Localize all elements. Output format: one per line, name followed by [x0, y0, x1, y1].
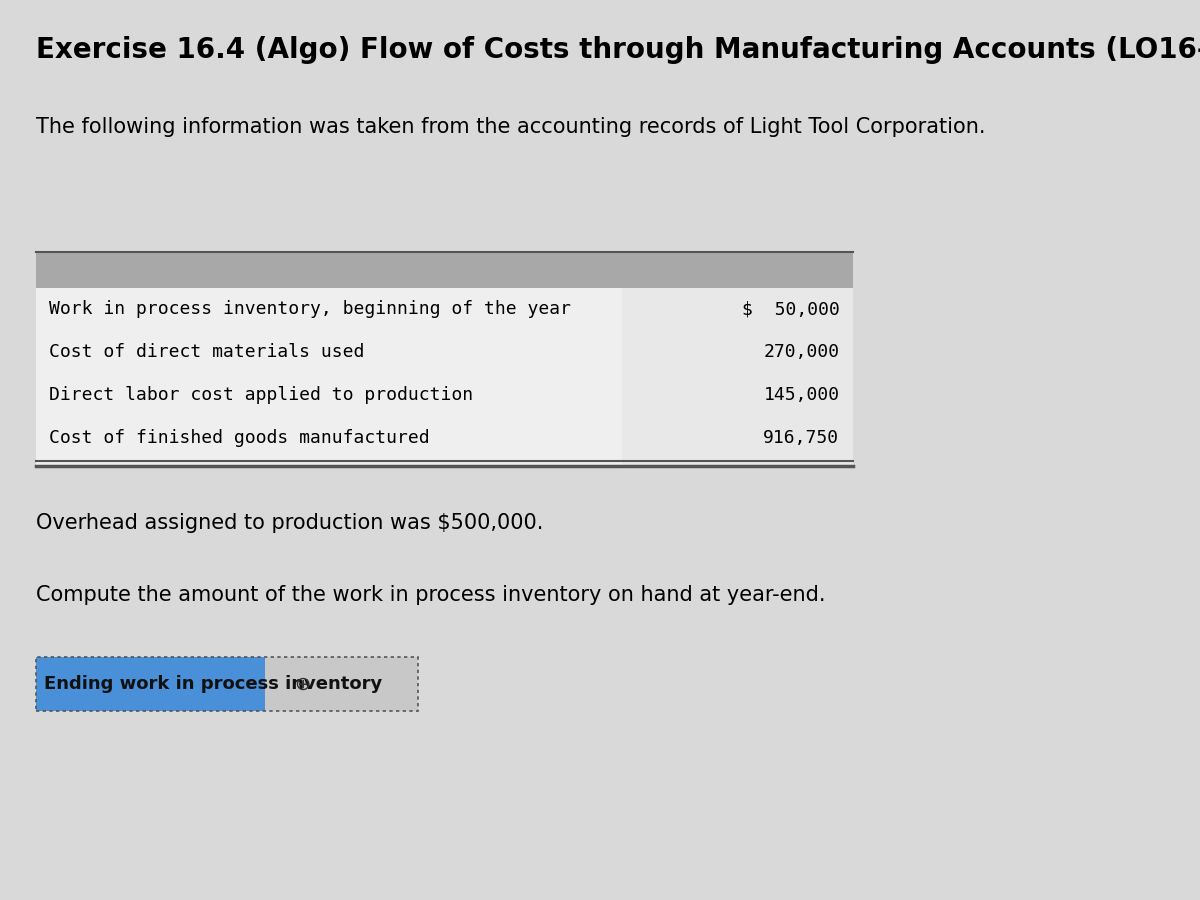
Text: $  50,000: $ 50,000 — [742, 301, 840, 319]
Bar — [36, 657, 418, 711]
Text: Compute the amount of the work in process inventory on hand at year-end.: Compute the amount of the work in proces… — [36, 585, 826, 605]
Bar — [622, 252, 853, 288]
Text: Exercise 16.4 (Algo) Flow of Costs through Manufacturing Accounts (LO16-4): Exercise 16.4 (Algo) Flow of Costs throu… — [36, 36, 1200, 64]
Text: Cost of direct materials used: Cost of direct materials used — [49, 343, 365, 361]
Text: 145,000: 145,000 — [763, 386, 840, 404]
Bar — [265, 657, 418, 711]
Text: Direct labor cost applied to production: Direct labor cost applied to production — [49, 386, 473, 404]
Bar — [36, 657, 265, 711]
Text: Cost of finished goods manufactured: Cost of finished goods manufactured — [49, 428, 430, 446]
Text: 916,750: 916,750 — [763, 428, 840, 446]
Text: ⊕: ⊕ — [295, 674, 311, 694]
Bar — [36, 252, 853, 288]
Text: Ending work in process inventory: Ending work in process inventory — [44, 675, 383, 693]
Text: 270,000: 270,000 — [763, 343, 840, 361]
Text: The following information was taken from the accounting records of Light Tool Co: The following information was taken from… — [36, 117, 985, 137]
Text: Overhead assigned to production was $500,000.: Overhead assigned to production was $500… — [36, 513, 542, 533]
Bar — [622, 288, 853, 468]
Bar — [36, 288, 853, 468]
Text: Work in process inventory, beginning of the year: Work in process inventory, beginning of … — [49, 301, 571, 319]
